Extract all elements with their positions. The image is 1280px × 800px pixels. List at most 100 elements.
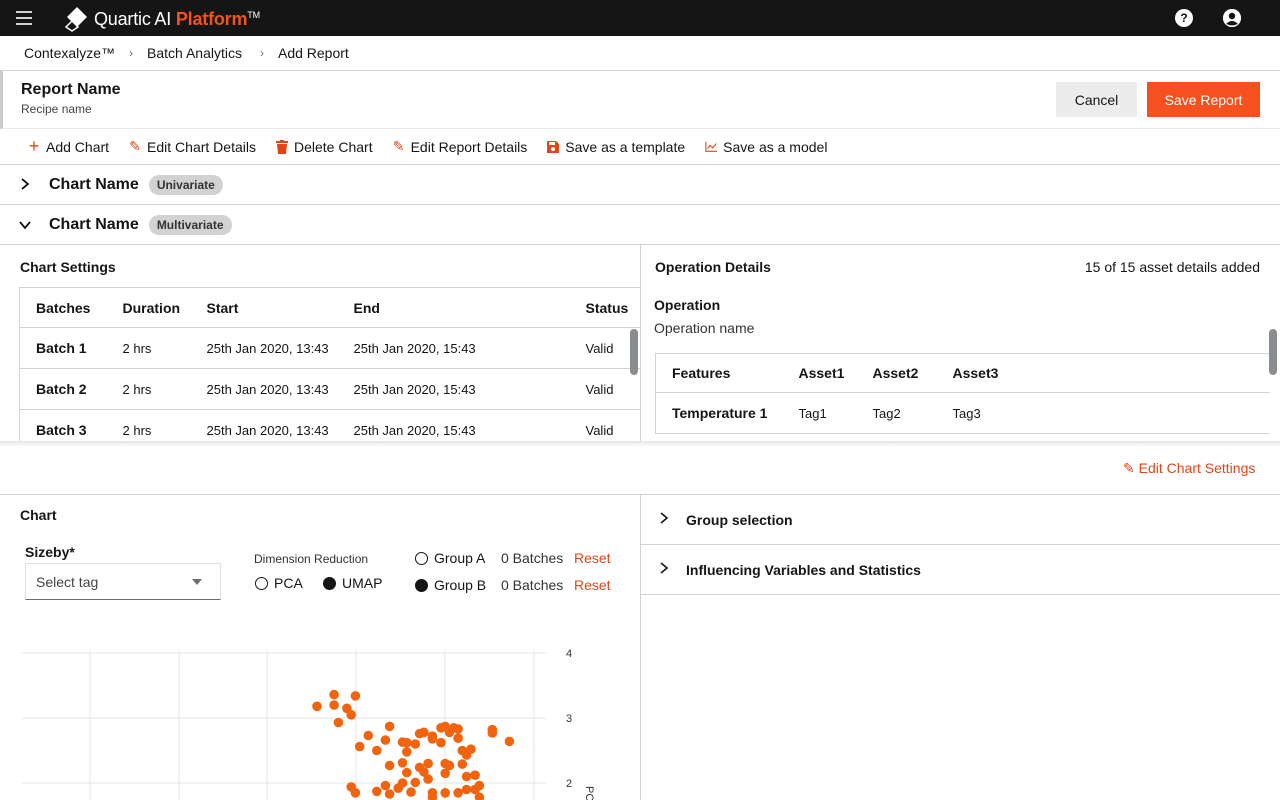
table-scrollbar[interactable]: [630, 329, 638, 375]
quartic-logo-icon: [64, 7, 87, 32]
scatter-point[interactable]: [329, 700, 339, 710]
scatter-point[interactable]: [393, 783, 404, 793]
pca-radio[interactable]: PCA: [255, 575, 303, 591]
scatter-point[interactable]: [457, 759, 468, 769]
umap-radio[interactable]: UMAP: [323, 575, 382, 591]
table-row[interactable]: Temperature 1 Tag1 Tag2 Tag3: [655, 392, 1270, 434]
scatter-point[interactable]: [423, 774, 433, 784]
cancel-button[interactable]: Cancel: [1056, 82, 1137, 117]
table-scrollbar[interactable]: [1269, 329, 1277, 375]
scatter-point[interactable]: [427, 792, 438, 800]
scatter-point[interactable]: [350, 788, 361, 798]
scatter-plot[interactable]: 4 3 2 PC: [0, 640, 641, 800]
breadcrumb-item-batch-analytics[interactable]: Batch Analytics: [147, 45, 242, 61]
scatter-point[interactable]: [380, 735, 391, 745]
chart-accordion-univariate[interactable]: Chart Name Univariate: [0, 165, 1280, 205]
scatter-point[interactable]: [474, 792, 485, 800]
save-report-button[interactable]: Save Report: [1147, 82, 1260, 117]
scatter-point[interactable]: [372, 745, 382, 756]
scatter-point[interactable]: [461, 784, 472, 795]
column-header[interactable]: Asset3: [936, 353, 1270, 393]
user-account-icon[interactable]: [1223, 9, 1241, 27]
scatter-point[interactable]: [470, 784, 480, 795]
edit-chart-settings-link[interactable]: ✎ Edit Chart Settings: [1123, 460, 1255, 477]
scatter-point[interactable]: [466, 744, 476, 754]
scatter-point[interactable]: [440, 788, 451, 798]
scatter-point[interactable]: [423, 758, 433, 769]
scatter-point[interactable]: [419, 767, 429, 777]
table-row[interactable]: Batch 2 2 hrs 25th Jan 2020, 13:43 25th …: [19, 368, 640, 410]
brand-accent: Platform: [175, 8, 248, 29]
column-header[interactable]: Asset2: [856, 353, 937, 393]
scatter-point[interactable]: [444, 760, 455, 771]
scatter-point[interactable]: [453, 788, 463, 798]
status-cell: Valid: [569, 327, 640, 369]
scatter-point[interactable]: [470, 770, 480, 780]
save-as-template-button[interactable]: Save as a template: [547, 139, 685, 155]
scatter-point[interactable]: [406, 787, 416, 797]
scatter-point[interactable]: [380, 780, 391, 791]
column-header[interactable]: Start: [190, 287, 338, 328]
scatter-point[interactable]: [410, 739, 421, 749]
add-chart-button[interactable]: + Add Chart: [28, 136, 109, 157]
column-header[interactable]: Duration: [106, 287, 191, 328]
scatter-point[interactable]: [329, 689, 339, 700]
breadcrumb-item-contexalyze[interactable]: Contexalyze™: [24, 45, 116, 61]
column-header[interactable]: Batches: [19, 287, 107, 328]
scatter-point[interactable]: [350, 691, 361, 701]
group-a-count: 0 Batches: [501, 550, 564, 566]
group-a-reset-link[interactable]: Reset: [574, 550, 611, 566]
delete-chart-button[interactable]: Delete Chart: [275, 139, 373, 155]
scatter-point[interactable]: [410, 777, 421, 788]
column-header[interactable]: Features: [655, 353, 783, 393]
scatter-point[interactable]: [453, 733, 463, 743]
sizeby-select[interactable]: Select tag: [25, 563, 221, 600]
influencing-variables-accordion[interactable]: Influencing Variables and Statistics: [641, 545, 1280, 595]
chart-name: Chart Name: [49, 215, 139, 233]
scatter-point[interactable]: [461, 771, 472, 782]
group-b-radio[interactable]: Group B: [415, 577, 486, 593]
scatter-point[interactable]: [397, 758, 408, 768]
scatter-point[interactable]: [487, 728, 498, 738]
chevron-right-icon: [641, 512, 686, 527]
scatter-point[interactable]: [444, 727, 455, 738]
scatter-point[interactable]: [414, 728, 425, 739]
features-table: Features Asset1 Asset2 Asset3 Temperatur…: [655, 353, 1270, 434]
chevron-right-icon: [0, 177, 49, 193]
scatter-point[interactable]: [453, 724, 463, 734]
batch-cell: Batch 1: [19, 327, 107, 369]
column-header[interactable]: Asset1: [782, 353, 857, 393]
scatter-point[interactable]: [440, 768, 451, 779]
scatter-point[interactable]: [346, 710, 357, 720]
group-b-reset-link[interactable]: Reset: [574, 577, 611, 593]
table-header-row: Features Asset1 Asset2 Asset3: [655, 353, 1270, 393]
scatter-point[interactable]: [436, 737, 446, 748]
chart-name: Chart Name: [49, 175, 139, 193]
hamburger-menu-icon[interactable]: [16, 11, 32, 25]
scatter-point[interactable]: [312, 701, 322, 712]
scatter-point[interactable]: [354, 741, 365, 752]
scatter-point[interactable]: [384, 721, 395, 732]
column-header[interactable]: End: [337, 287, 570, 328]
scatter-point[interactable]: [402, 747, 412, 757]
table-row[interactable]: Batch 1 2 hrs 25th Jan 2020, 13:43 25th …: [19, 327, 640, 369]
scatter-point[interactable]: [372, 786, 382, 797]
scatter-point[interactable]: [384, 760, 395, 771]
scatter-point[interactable]: [384, 789, 395, 799]
save-as-model-button[interactable]: Save as a model: [705, 139, 827, 155]
help-icon[interactable]: ?: [1175, 9, 1193, 27]
column-header[interactable]: Status: [569, 287, 640, 328]
chart-accordion-multivariate[interactable]: Chart Name Multivariate: [0, 205, 1280, 245]
group-a-radio[interactable]: Group A: [415, 550, 485, 566]
scatter-point[interactable]: [402, 737, 412, 748]
brand-logo[interactable]: Quartic AI PlatformTM: [64, 6, 260, 32]
scatter-point[interactable]: [333, 717, 344, 728]
group-selection-accordion[interactable]: Group selection: [641, 495, 1280, 545]
edit-chart-details-button[interactable]: ✎ Edit Chart Details: [129, 138, 256, 155]
scatter-point[interactable]: [427, 734, 438, 744]
scatter-point[interactable]: [402, 767, 412, 778]
edit-report-details-button[interactable]: ✎ Edit Report Details: [393, 138, 528, 155]
table-row[interactable]: Batch 3 2 hrs 25th Jan 2020, 13:43 25th …: [19, 409, 640, 441]
scatter-point[interactable]: [363, 730, 374, 741]
scatter-point[interactable]: [504, 736, 515, 747]
